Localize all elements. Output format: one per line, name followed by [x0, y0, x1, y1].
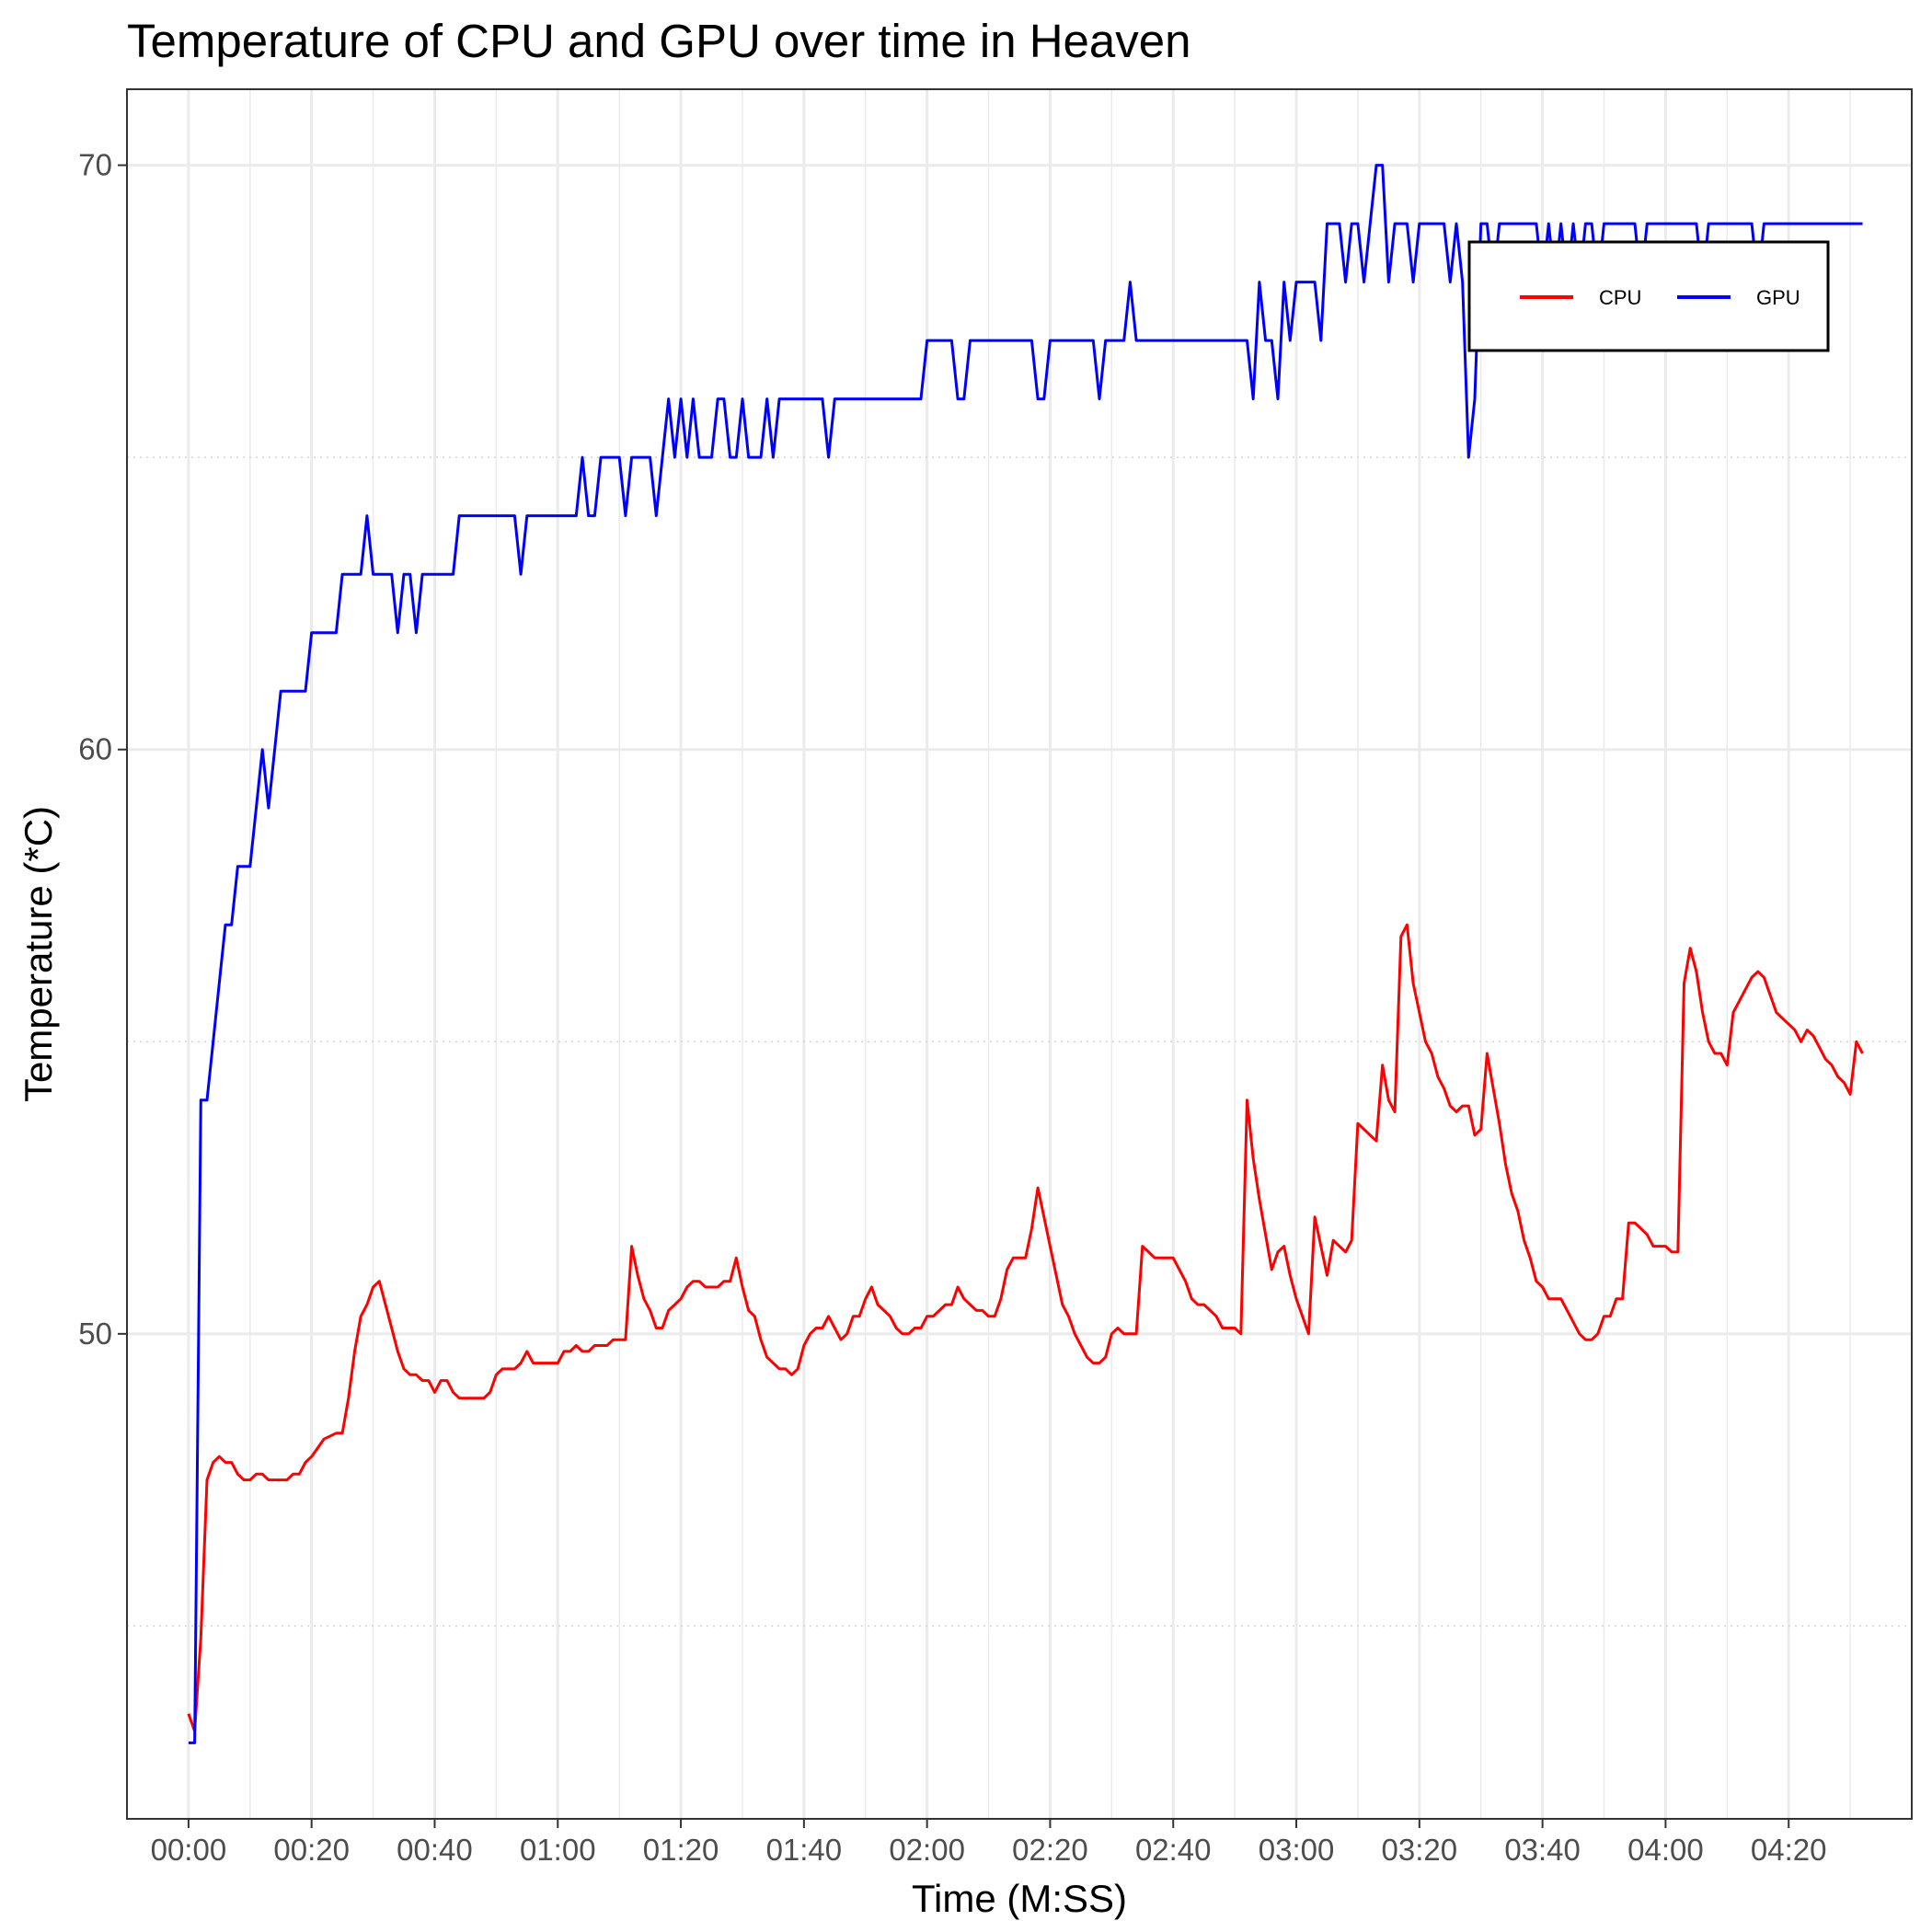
- y-tick-label: 60: [78, 732, 112, 766]
- x-tick-label: 02:20: [1012, 1833, 1088, 1867]
- x-tick-label: 02:00: [889, 1833, 965, 1867]
- x-tick-label: 01:00: [520, 1833, 596, 1867]
- x-tick-label: 03:40: [1504, 1833, 1581, 1867]
- x-axis-title: Time (M:SS): [912, 1877, 1127, 1920]
- y-axis: 50 60 70: [78, 148, 127, 1351]
- x-tick-label: 03:20: [1382, 1833, 1458, 1867]
- x-tick-label: 00:20: [273, 1833, 350, 1867]
- x-axis: 00:00 00:20 00:40 01:00 01:20 01:40 02:00 02:20…: [151, 1819, 1827, 1867]
- x-tick-label: 03:00: [1259, 1833, 1335, 1867]
- plot-panel-border: [126, 88, 1913, 1820]
- x-tick-label: 00:40: [397, 1833, 473, 1867]
- legend-label-cpu: CPU: [1599, 286, 1641, 309]
- y-tick-label: 50: [78, 1317, 112, 1351]
- legend: CPU GPU: [1467, 240, 1830, 352]
- grid-lines: [126, 89, 1912, 1819]
- x-tick-label: 02:40: [1135, 1833, 1212, 1867]
- x-tick-label: 04:00: [1627, 1833, 1704, 1867]
- y-axis-title: Temperature (*C): [17, 806, 60, 1102]
- plot-panel-background: [127, 89, 1912, 1819]
- legend-label-gpu: GPU: [1756, 286, 1800, 309]
- chart-title: Temperature of CPU and GPU over time in …: [127, 15, 1191, 67]
- x-tick-label: 00:00: [151, 1833, 227, 1867]
- x-tick-label: 01:20: [643, 1833, 719, 1867]
- y-tick-label: 70: [78, 148, 112, 182]
- x-tick-label: 04:20: [1751, 1833, 1827, 1867]
- x-tick-label: 01:40: [766, 1833, 843, 1867]
- series-line-cpu: [187, 923, 1864, 1733]
